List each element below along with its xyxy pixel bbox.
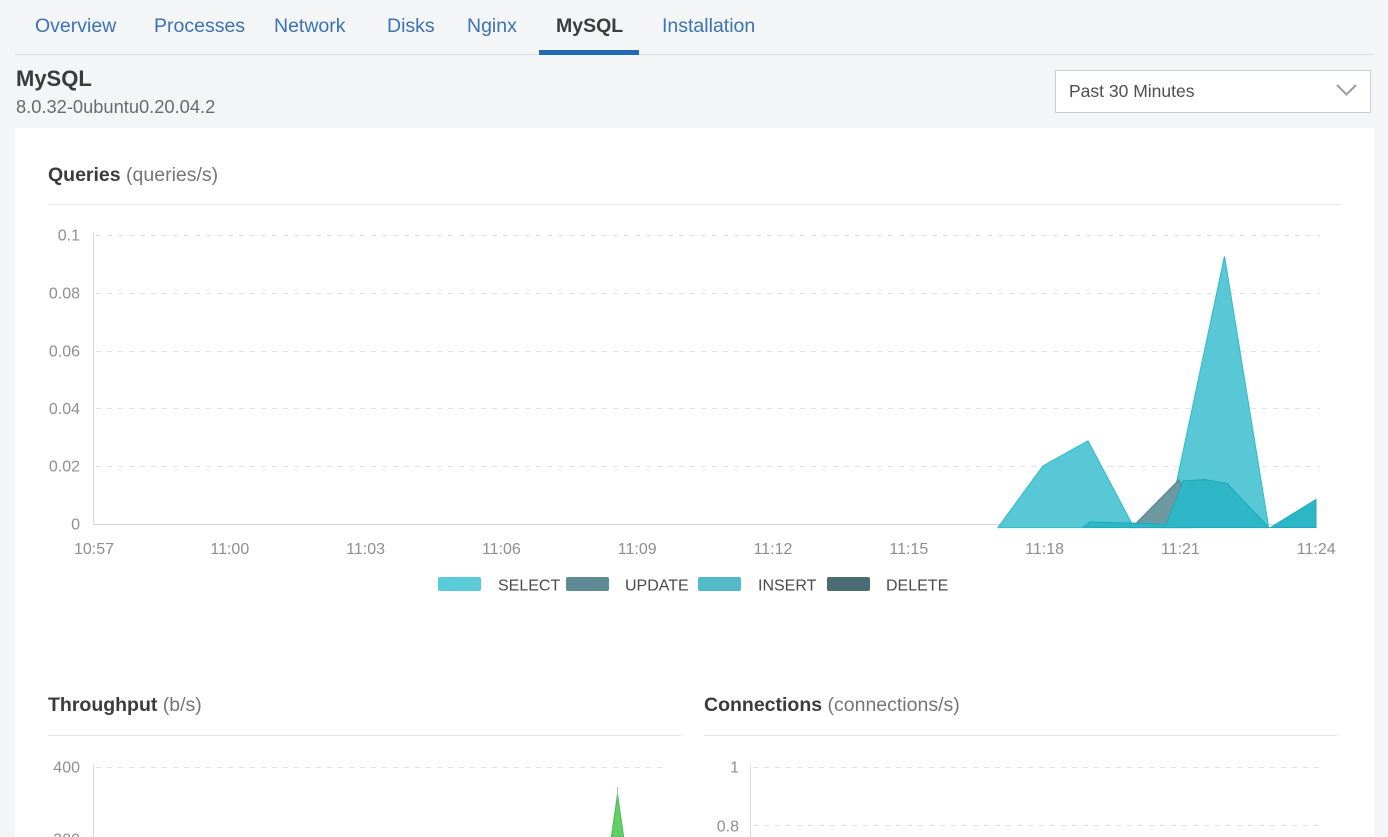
svg-text:11:24: 11:24 bbox=[1297, 541, 1336, 558]
svg-text:11:09: 11:09 bbox=[618, 541, 657, 558]
svg-text:0.04: 0.04 bbox=[49, 401, 80, 418]
svg-text:11:00: 11:00 bbox=[210, 541, 249, 558]
svg-text:0.08: 0.08 bbox=[49, 286, 80, 303]
svg-text:0.06: 0.06 bbox=[49, 344, 80, 361]
svg-text:11:03: 11:03 bbox=[346, 541, 385, 558]
svg-text:11:18: 11:18 bbox=[1025, 541, 1064, 558]
svg-text:SELECT: SELECT bbox=[498, 578, 560, 595]
svg-text:DELETE: DELETE bbox=[886, 578, 948, 595]
svg-text:UPDATE: UPDATE bbox=[625, 578, 689, 595]
svg-text:10:57: 10:57 bbox=[74, 541, 114, 558]
svg-text:0: 0 bbox=[71, 517, 80, 534]
svg-text:0.02: 0.02 bbox=[49, 459, 80, 476]
svg-text:11:15: 11:15 bbox=[889, 541, 928, 558]
svg-text:0.1: 0.1 bbox=[58, 228, 80, 245]
svg-text:11:06: 11:06 bbox=[482, 541, 521, 558]
svg-text:11:21: 11:21 bbox=[1161, 541, 1200, 558]
svg-text:1: 1 bbox=[730, 760, 739, 777]
svg-text:300: 300 bbox=[53, 832, 80, 837]
svg-text:400: 400 bbox=[53, 760, 80, 777]
svg-text:11:12: 11:12 bbox=[754, 541, 793, 558]
svg-text:INSERT: INSERT bbox=[758, 578, 817, 595]
svg-text:0.8: 0.8 bbox=[717, 819, 739, 836]
